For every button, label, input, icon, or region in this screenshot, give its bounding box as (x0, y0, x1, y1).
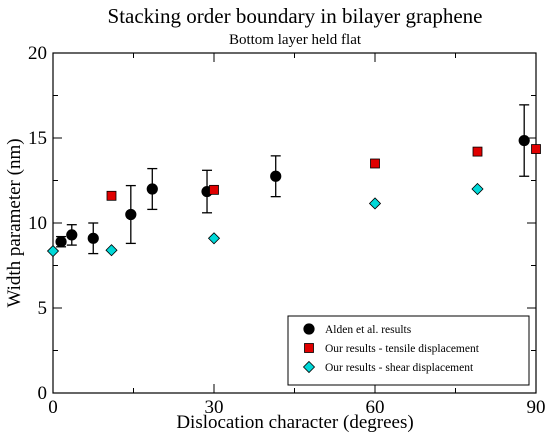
x-tick-label: 60 (366, 397, 385, 418)
legend-label: Our results - shear displacement (325, 362, 474, 374)
series-circle (55, 104, 530, 255)
legend-label: Alden et al. results (325, 324, 412, 336)
data-point (46, 244, 60, 258)
data-point (270, 170, 282, 182)
y-tick-label: 10 (28, 213, 47, 234)
x-axis-label: Dislocation character (degrees) (176, 412, 413, 433)
legend-marker (302, 360, 316, 374)
data-point (125, 208, 137, 221)
x-tick-label: 0 (48, 397, 58, 418)
x-tick-label: 90 (527, 397, 546, 418)
data-point (87, 232, 99, 244)
data-point (55, 236, 67, 248)
legend-box (287, 315, 530, 386)
data-point (207, 232, 221, 245)
data-point (368, 197, 382, 210)
axis-ticks: 0 30 60 90 0 5 10 15 20 (28, 43, 546, 418)
data-point (66, 229, 78, 241)
y-axis-label: Width parameter (nm) (4, 138, 25, 307)
series-square (106, 144, 541, 201)
y-tick-label: 5 (38, 298, 48, 319)
legend-marker (304, 343, 314, 353)
chart-subtitle: Bottom layer held flat (229, 32, 362, 48)
data-point (106, 190, 117, 201)
chart-title: Stacking order boundary in bilayer graph… (108, 4, 483, 28)
data-point (471, 182, 484, 196)
data-point (209, 184, 219, 195)
data-point (370, 158, 380, 169)
data-point (472, 146, 483, 157)
series-diamond (46, 182, 484, 258)
data-point (105, 244, 118, 257)
data-marks (46, 104, 541, 258)
legend-label: Our results - tensile displacement (325, 343, 480, 355)
data-point (518, 134, 530, 147)
legend: Alden et al. results Our results - tensil… (287, 315, 530, 386)
y-tick-label: 20 (28, 43, 47, 64)
y-tick-label: 0 (38, 383, 48, 404)
data-point (146, 183, 158, 195)
y-tick-label: 15 (28, 128, 47, 149)
x-tick-label: 30 (205, 397, 224, 418)
legend-marker (303, 323, 315, 335)
data-point (531, 144, 541, 154)
